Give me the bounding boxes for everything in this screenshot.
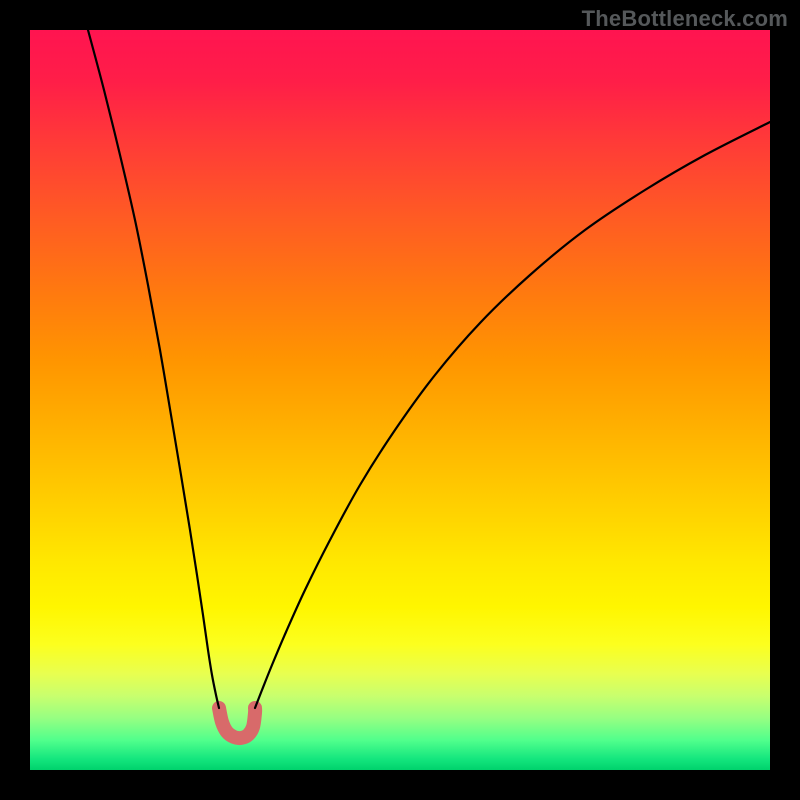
plot-svg <box>30 30 770 770</box>
chart-root: TheBottleneck.com <box>0 0 800 800</box>
watermark-text: TheBottleneck.com <box>582 6 788 32</box>
plot-area <box>30 30 770 770</box>
gradient-background <box>30 30 770 770</box>
